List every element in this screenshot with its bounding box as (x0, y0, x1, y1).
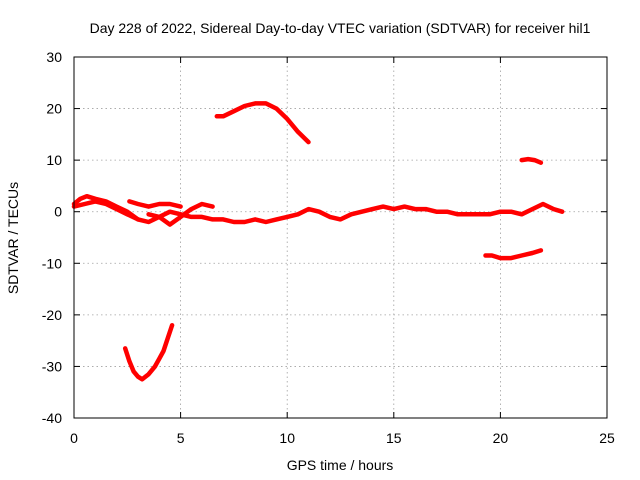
y-tick-label: -30 (42, 358, 62, 374)
y-tick-label: -40 (42, 410, 62, 426)
y-tick-label: 20 (46, 101, 62, 117)
x-tick-labels: 0 5 10 15 20 25 (70, 430, 615, 446)
x-axis-title: GPS time / hours (287, 457, 394, 473)
x-tick-label: 0 (70, 430, 78, 446)
x-tick-label: 20 (493, 430, 509, 446)
y-axis-title: SDTVAR / TECUs (5, 182, 21, 294)
series-arc-3 (127, 199, 183, 209)
series-arc-6 (214, 101, 311, 145)
y-tick-label: -10 (42, 255, 62, 271)
series-arc-4 (146, 201, 215, 227)
series-arc-9 (519, 156, 544, 165)
y-tick-label: 30 (46, 49, 62, 65)
series-arc-1 (71, 193, 290, 225)
chart-title: Day 228 of 2022, Sidereal Day-to-day VTE… (90, 20, 591, 36)
axis-ticks (73, 56, 608, 419)
series-arc-5 (284, 201, 565, 222)
x-tick-label: 25 (599, 430, 615, 446)
x-tick-label: 15 (386, 430, 402, 446)
y-tick-labels: -40 -30 -20 -10 0 10 20 30 (42, 49, 62, 426)
grid (74, 57, 607, 418)
series-arc-7 (122, 322, 175, 382)
series-arc-2 (71, 199, 141, 222)
plot-frame (73, 56, 608, 419)
series-arc-8 (483, 248, 544, 261)
x-tick-label: 10 (279, 430, 295, 446)
y-tick-label: 0 (54, 204, 62, 220)
y-tick-label: 10 (46, 152, 62, 168)
data-series (71, 101, 565, 382)
y-tick-label: -20 (42, 307, 62, 323)
x-tick-label: 5 (177, 430, 185, 446)
